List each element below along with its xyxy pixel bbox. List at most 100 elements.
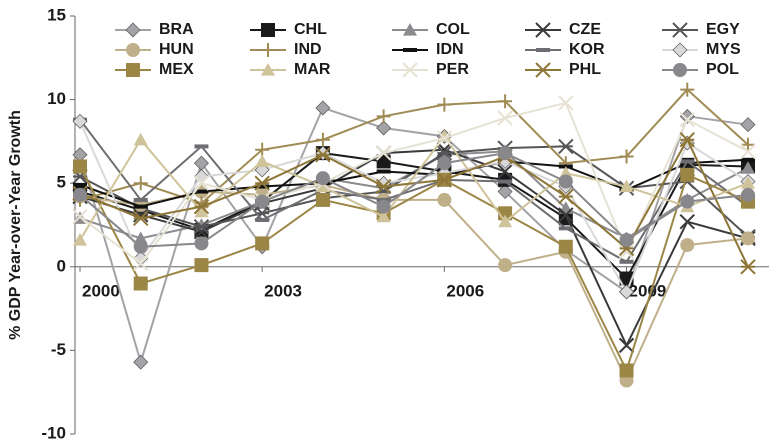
series-line	[79, 137, 749, 268]
legend-label: POL	[706, 61, 739, 78]
marker	[619, 233, 634, 248]
marker	[437, 192, 452, 207]
series	[73, 129, 755, 246]
marker	[315, 179, 330, 193]
legend-marker	[125, 22, 141, 38]
legend-item: POL	[662, 61, 739, 78]
series	[72, 113, 756, 300]
legend-label: EGY	[706, 21, 740, 38]
legend-marker	[126, 43, 140, 57]
marker	[315, 192, 330, 207]
legend-label: MEX	[159, 61, 194, 78]
legend-item: MEX	[115, 61, 194, 78]
marker	[558, 239, 573, 254]
legend-label: BRA	[159, 21, 194, 38]
marker	[619, 149, 634, 164]
marker	[376, 109, 391, 124]
marker	[133, 132, 148, 146]
marker	[73, 187, 87, 202]
marker	[558, 174, 573, 189]
marker	[741, 231, 755, 246]
marker	[194, 204, 209, 218]
series	[73, 146, 755, 254]
series-line	[79, 166, 749, 374]
marker	[133, 176, 148, 191]
x-tick-label: 2009	[629, 281, 667, 300]
marker	[497, 184, 513, 200]
marker	[133, 354, 149, 370]
legend-label: IND	[294, 41, 322, 58]
marker	[376, 199, 391, 214]
series-line	[79, 148, 749, 348]
marker	[255, 154, 270, 168]
marker	[619, 284, 635, 300]
legend-marker	[261, 23, 275, 37]
series	[72, 132, 756, 275]
marker	[558, 95, 574, 111]
marker	[315, 171, 330, 186]
legend-label: COL	[436, 21, 470, 38]
series	[73, 117, 755, 264]
legend-label: MYS	[706, 41, 741, 58]
marker	[315, 132, 330, 147]
marker	[73, 233, 87, 246]
marker	[254, 175, 270, 191]
marker	[741, 137, 755, 152]
marker	[741, 176, 755, 189]
marker	[193, 155, 209, 171]
marker	[558, 188, 574, 205]
marker	[558, 138, 574, 155]
marker	[133, 276, 148, 291]
legend-marker	[535, 62, 551, 78]
marker	[679, 111, 695, 128]
series-line	[79, 158, 749, 208]
y-tick-label: 5	[57, 173, 66, 192]
series-line	[79, 134, 749, 241]
marker	[740, 117, 756, 133]
marker	[193, 175, 210, 191]
legend-label: CZE	[569, 21, 601, 38]
legend-label: CHL	[294, 21, 327, 38]
marker	[437, 156, 452, 171]
marker	[133, 239, 148, 254]
legend-marker	[402, 62, 418, 78]
legend-item: BRA	[115, 21, 194, 38]
marker	[72, 208, 88, 225]
legend-item: IDN	[392, 41, 464, 58]
legend-marker	[672, 22, 688, 38]
marker	[375, 145, 392, 161]
y-tick-label: -10	[41, 423, 66, 442]
legend-item: EGY	[662, 21, 740, 38]
legend-marker	[535, 22, 551, 38]
marker	[255, 142, 270, 157]
marker	[619, 363, 634, 378]
marker	[436, 145, 453, 161]
legend-label: PER	[436, 61, 469, 78]
marker	[740, 259, 756, 275]
y-axis-label: % GDP Year-over-Year Growth	[7, 110, 24, 340]
legend-item: MYS	[662, 41, 741, 58]
legend-item: MAR	[250, 61, 331, 78]
series-line	[79, 152, 749, 248]
marker	[618, 337, 635, 354]
legend-item: HUN	[115, 41, 194, 58]
y-tick-label: -5	[51, 340, 66, 359]
y-tick-label: 10	[47, 89, 66, 108]
legend-label: MAR	[294, 61, 331, 78]
marker	[193, 198, 210, 215]
marker	[558, 207, 574, 223]
marker	[497, 110, 513, 126]
legend-marker	[126, 63, 140, 77]
x-tick-label: 2003	[264, 281, 302, 300]
legend-marker	[403, 23, 417, 36]
marker	[680, 82, 695, 97]
marker	[315, 147, 331, 163]
marker	[194, 258, 209, 273]
y-tick-label: 15	[47, 5, 66, 24]
marker	[498, 258, 513, 273]
legend-label: HUN	[159, 41, 194, 58]
marker	[497, 163, 513, 180]
legend-item: PER	[392, 61, 469, 78]
marker	[680, 194, 695, 209]
